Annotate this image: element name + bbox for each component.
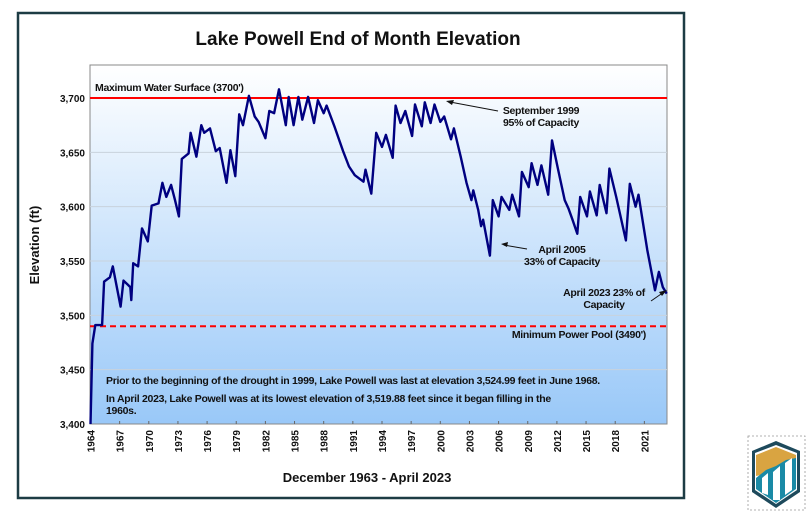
y-tick-label: 3,550: [60, 257, 85, 268]
max-water-surface-label: Maximum Water Surface (3700'): [95, 82, 244, 94]
x-tick-label: 1982: [261, 430, 272, 453]
x-axis-label: December 1963 - April 2023: [283, 470, 452, 485]
x-tick-label: 1994: [378, 430, 389, 453]
y-tick-label: 3,500: [60, 311, 85, 322]
x-tick-label: 2018: [611, 430, 622, 453]
x-tick-label: 1988: [320, 430, 331, 453]
reclamation-logo: [747, 435, 806, 511]
y-tick-label: 3,650: [60, 148, 85, 159]
y-axis-label: Elevation (ft): [27, 206, 42, 285]
annotation-april-2023-line1: April 2023 23% of: [563, 287, 646, 299]
x-tick-label: 1991: [349, 430, 360, 453]
x-tick-label: 1979: [232, 430, 243, 453]
note-line-3: 1960s.: [106, 405, 137, 417]
annotation-april-2005-line2: 33% of Capacity: [524, 256, 600, 268]
x-tick-label: 1964: [86, 430, 97, 453]
x-tick-label: 1997: [407, 430, 418, 453]
annotation-sept-1999-line2: 95% of Capacity: [503, 117, 579, 129]
plot-area: [89, 64, 668, 425]
x-tick-label: 1976: [203, 430, 214, 453]
x-tick-label: 2009: [524, 430, 535, 453]
min-power-pool-label: Minimum Power Pool (3490'): [512, 329, 646, 341]
x-tick-label: 1970: [145, 430, 156, 453]
arrowhead-icon: [501, 242, 508, 247]
y-tick-label: 3,400: [60, 420, 85, 431]
y-tick-label: 3,600: [60, 203, 85, 214]
annotation-april-2005-line1: April 2005: [538, 244, 586, 256]
arrowhead-icon: [446, 100, 454, 105]
arrowhead-icon: [659, 290, 667, 296]
x-tick-label: 1973: [174, 430, 185, 453]
x-tick-label: 1985: [291, 430, 302, 453]
x-tick-label: 2003: [465, 430, 476, 453]
x-tick-label: 2006: [495, 430, 506, 453]
note-line-2: In April 2023, Lake Powell was at its lo…: [106, 393, 551, 405]
x-tick-label: 2015: [582, 430, 593, 453]
y-tick-label: 3,700: [60, 94, 85, 105]
elevation-series-line: [89, 88, 668, 425]
annotation-sept-1999-line1: September 1999: [503, 105, 580, 117]
x-tick-label: 1967: [116, 430, 127, 453]
x-tick-label: 2000: [436, 430, 447, 453]
y-tick-label: 3,450: [60, 366, 85, 377]
note-line-1: Prior to the beginning of the drought in…: [106, 375, 600, 387]
x-tick-label: 2012: [553, 430, 564, 453]
annotation-arrow-1999: [449, 101, 499, 112]
annotation-arrow-2005: [503, 244, 528, 250]
x-tick-label: 2021: [640, 430, 651, 453]
annotation-april-2023-line2: Capacity: [583, 299, 625, 311]
chart-title: Lake Powell End of Month Elevation: [195, 29, 520, 50]
